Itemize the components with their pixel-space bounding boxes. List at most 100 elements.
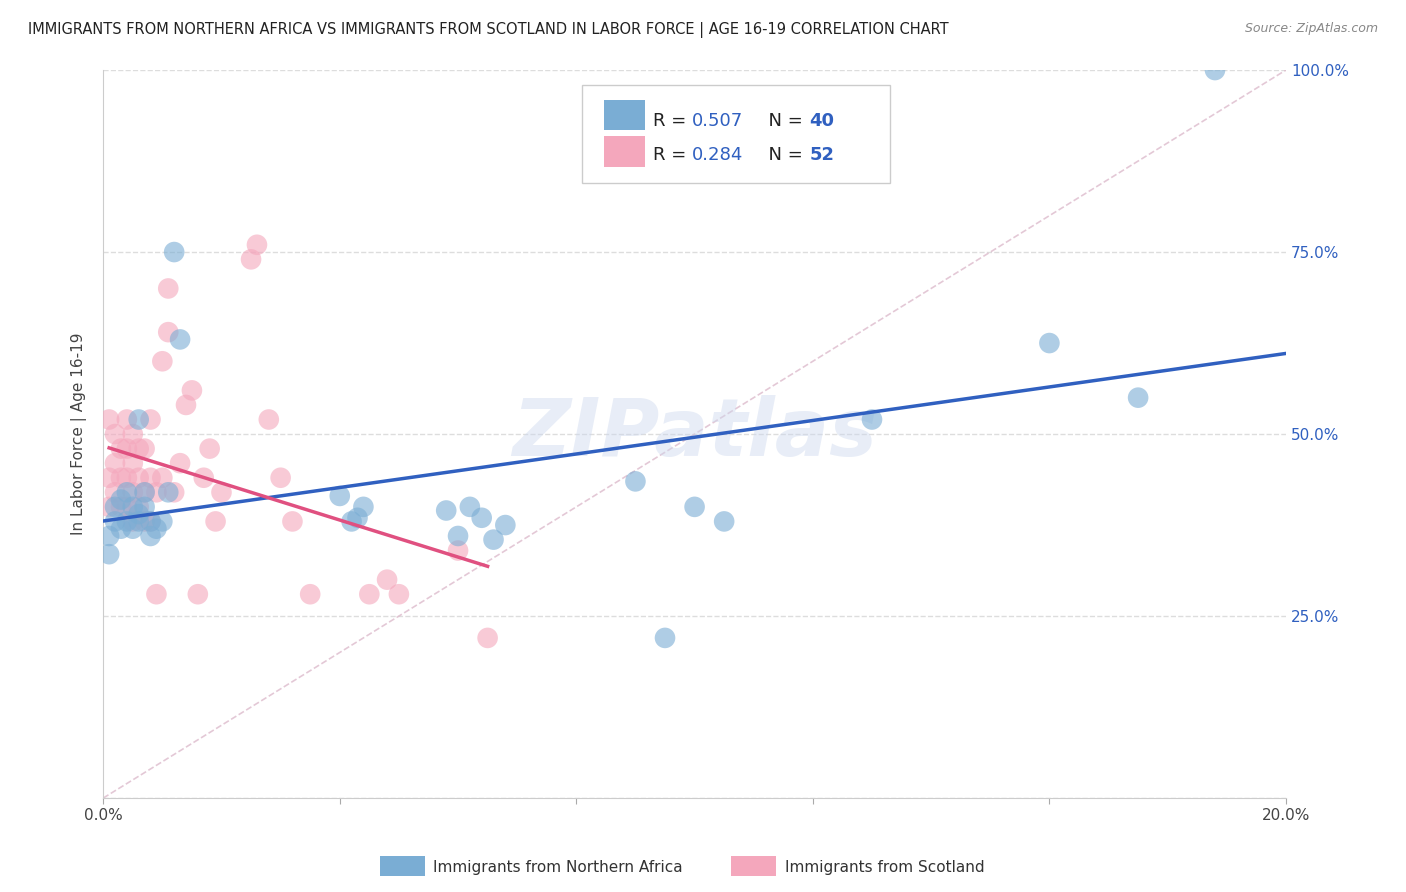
Point [98, 529, 121, 543]
Text: Source: ZipAtlas.com: Source: ZipAtlas.com [1244, 22, 1378, 36]
Point [115, 500, 138, 514]
Point [281, 515, 304, 529]
Text: N =: N = [758, 112, 808, 130]
Point [104, 456, 127, 470]
Point [352, 500, 374, 514]
Point [494, 518, 516, 533]
Point [139, 412, 162, 426]
Point [134, 442, 156, 456]
Point [169, 456, 191, 470]
Point [134, 485, 156, 500]
Point [98, 500, 121, 514]
Point [329, 489, 352, 503]
Point [375, 573, 398, 587]
Point [246, 237, 269, 252]
Point [121, 485, 143, 500]
Point [128, 412, 150, 426]
Point [240, 252, 263, 267]
Point [139, 515, 162, 529]
Point [187, 587, 209, 601]
Point [299, 587, 322, 601]
Point [134, 500, 156, 514]
Y-axis label: In Labor Force | Age 16-19: In Labor Force | Age 16-19 [72, 333, 87, 535]
Point [115, 515, 138, 529]
Point [471, 510, 494, 524]
Point [458, 500, 481, 514]
Point [139, 515, 162, 529]
Point [98, 547, 121, 561]
Point [104, 500, 127, 514]
Point [115, 442, 138, 456]
Point [204, 515, 226, 529]
Text: R =: R = [654, 146, 692, 164]
Point [388, 587, 411, 601]
Point [134, 515, 156, 529]
Point [359, 587, 381, 601]
Point [482, 533, 505, 547]
Point [110, 471, 132, 485]
Point [346, 510, 368, 524]
Point [115, 485, 138, 500]
Point [128, 515, 150, 529]
Point [121, 456, 143, 470]
Point [211, 485, 233, 500]
Point [447, 543, 470, 558]
Text: R =: R = [654, 112, 692, 130]
Point [128, 500, 150, 514]
Point [150, 515, 173, 529]
Text: 0.284: 0.284 [692, 146, 744, 164]
Point [128, 507, 150, 521]
Text: 0.507: 0.507 [692, 112, 744, 130]
Point [115, 412, 138, 426]
Point [163, 485, 186, 500]
Point [180, 384, 202, 398]
Point [121, 522, 143, 536]
Point [257, 412, 280, 426]
Point [104, 485, 127, 500]
Point [139, 471, 162, 485]
FancyBboxPatch shape [582, 85, 890, 183]
Point [683, 500, 706, 514]
Point [1126, 391, 1149, 405]
Point [110, 492, 132, 507]
Point [150, 354, 173, 368]
Point [447, 529, 470, 543]
Point [145, 522, 167, 536]
Point [1204, 63, 1226, 78]
Point [270, 471, 292, 485]
Point [713, 515, 735, 529]
Point [98, 471, 121, 485]
Point [121, 515, 143, 529]
Point [134, 485, 156, 500]
Point [150, 471, 173, 485]
Point [145, 587, 167, 601]
Point [477, 631, 499, 645]
Point [104, 515, 127, 529]
Point [860, 412, 883, 426]
Point [145, 485, 167, 500]
Point [624, 475, 647, 489]
Point [121, 427, 143, 442]
Point [128, 442, 150, 456]
Point [121, 500, 143, 514]
Point [340, 515, 363, 529]
Point [157, 281, 180, 295]
Point [163, 245, 186, 260]
Point [1038, 336, 1060, 351]
Point [110, 522, 132, 536]
Text: Immigrants from Scotland: Immigrants from Scotland [785, 861, 984, 875]
Text: Immigrants from Northern Africa: Immigrants from Northern Africa [433, 861, 683, 875]
Point [139, 529, 162, 543]
Point [174, 398, 197, 412]
FancyBboxPatch shape [603, 100, 645, 130]
Point [198, 442, 221, 456]
FancyBboxPatch shape [603, 136, 645, 167]
Text: N =: N = [758, 146, 808, 164]
Point [157, 325, 180, 339]
Point [434, 503, 457, 517]
Point [654, 631, 676, 645]
Text: ZIPatlas: ZIPatlas [512, 395, 877, 473]
Point [98, 412, 121, 426]
Point [193, 471, 215, 485]
Text: 52: 52 [810, 146, 834, 164]
